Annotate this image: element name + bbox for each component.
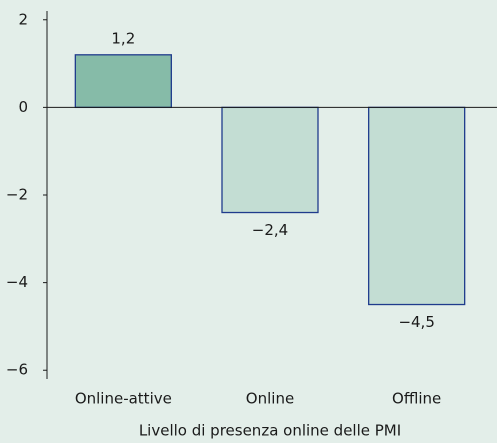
bar	[221, 106, 319, 214]
y-tick-label: −2	[6, 186, 28, 204]
y-tick-label: 0	[18, 98, 28, 116]
x-axis-label: Livello di presenza online delle PMI	[139, 422, 401, 440]
bar	[74, 54, 172, 109]
y-tick-label: −4	[6, 273, 28, 291]
x-tick-label: Offline	[392, 390, 441, 408]
value-label: −2,4	[252, 221, 288, 239]
x-tick-label: Online-attive	[75, 390, 172, 408]
bar	[368, 106, 466, 306]
value-label: 1,2	[111, 29, 135, 47]
y-tick-label: −6	[6, 361, 28, 379]
y-tick-label: 2	[18, 10, 28, 28]
value-label: −4,5	[398, 313, 434, 331]
x-tick-label: Online	[246, 390, 294, 408]
